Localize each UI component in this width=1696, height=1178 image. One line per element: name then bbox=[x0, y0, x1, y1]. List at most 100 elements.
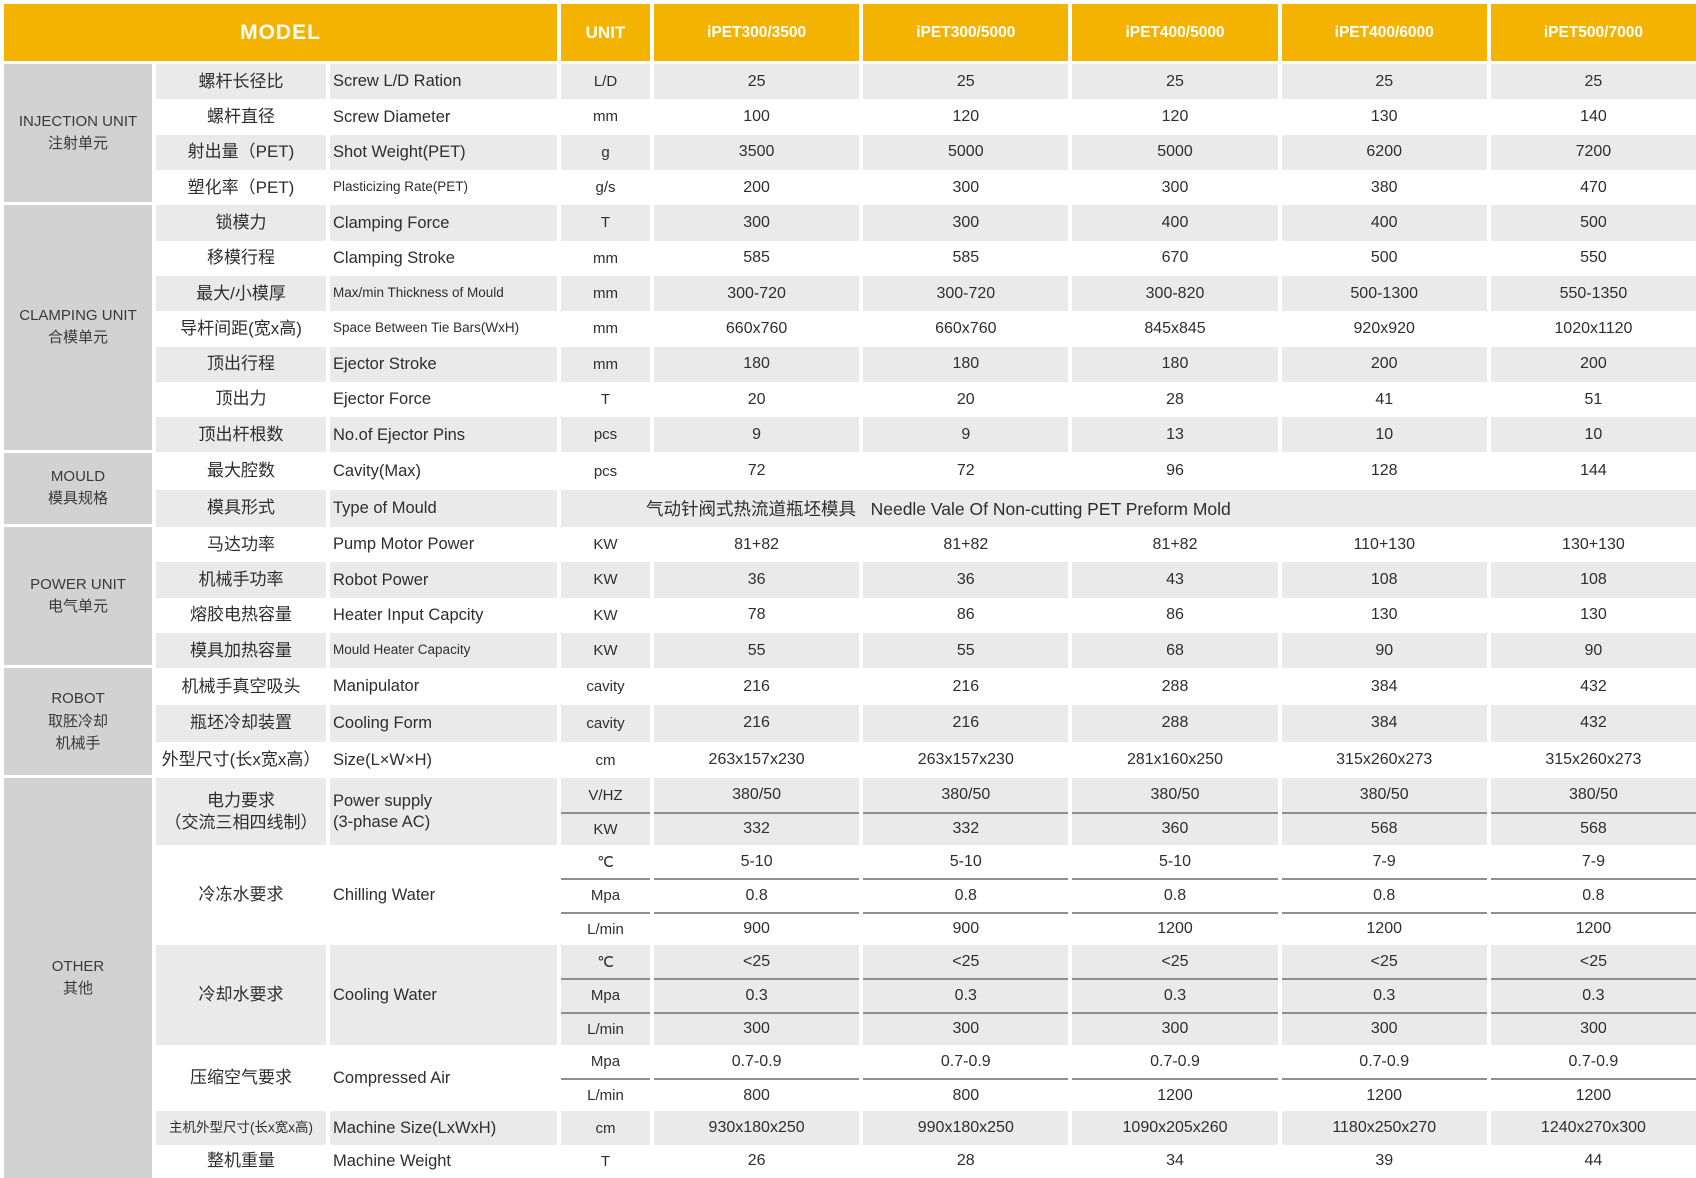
value-cell: 144 bbox=[1490, 452, 1696, 490]
value-cell: 384 bbox=[1281, 704, 1487, 742]
value-cell: 200 bbox=[654, 169, 860, 206]
value-cell: 100 bbox=[654, 99, 860, 135]
section-rows: 机械手真空吸头 Manipulator cavity 216 216 288 384 432 瓶… bbox=[156, 668, 1696, 779]
value-cell: 180 bbox=[1072, 346, 1278, 382]
value-cell: 130 bbox=[1490, 597, 1696, 633]
value-cell: 568 bbox=[1490, 811, 1696, 846]
value-cell: 68 bbox=[1072, 632, 1278, 669]
value-cell: 72 bbox=[654, 452, 860, 490]
value-cell: 380/50 bbox=[654, 778, 860, 812]
value-cell: 140 bbox=[1490, 99, 1696, 135]
value-cell: <25 bbox=[1072, 944, 1278, 979]
value-cell: 0.8 bbox=[654, 878, 860, 912]
value-cell: 90 bbox=[1490, 632, 1696, 669]
value-cell: 25 bbox=[654, 64, 860, 100]
param-name-zh: 螺杆直径 bbox=[156, 99, 326, 135]
value-cell: 0.7-0.9 bbox=[654, 1044, 860, 1079]
param-name-zh: 塑化率（PET) bbox=[156, 169, 326, 206]
value-cell: 400 bbox=[1281, 205, 1487, 241]
table-row: 移模行程 Clamping Stroke mm 585 585 670 500 550 bbox=[156, 240, 1696, 276]
table-row: 最大/小模厚 Max/min Thickness of Mould mm 300-72… bbox=[156, 275, 1696, 312]
section-rows: 螺杆长径比 Screw L/D Ration L/D 25 25 25 25 25 螺杆直径 Sc… bbox=[156, 64, 1696, 206]
param-name-zh: 冷却水要求 bbox=[156, 944, 326, 1045]
group-label: ROBOT 取胚冷却 机械手 bbox=[4, 668, 152, 776]
param-name-zh: 马达功率 bbox=[156, 526, 326, 563]
value-cell: 0.3 bbox=[863, 978, 1069, 1012]
table-subrow: V/HZ 380/50 380/50 380/50 380/50 380/50 bbox=[561, 778, 1696, 812]
sub-rows: V/HZ 380/50 380/50 380/50 380/50 380/50 KW 332 3… bbox=[561, 778, 1696, 846]
group-label: MOULD 模具规格 bbox=[4, 452, 152, 524]
param-name-en: Type of Mould bbox=[330, 489, 557, 527]
value-cell: 300 bbox=[863, 169, 1069, 206]
unit-cell: L/D bbox=[561, 64, 650, 100]
param-name-en: Power supply (3-phase AC) bbox=[330, 778, 557, 846]
param-name-en: Plasticizing Rate(PET) bbox=[330, 169, 557, 206]
value-cell: 990x180x250 bbox=[863, 1111, 1069, 1145]
table-subrow: L/min 300 300 300 300 300 bbox=[561, 1011, 1696, 1045]
value-cell: 0.3 bbox=[1490, 978, 1696, 1012]
table-row-group: 电力要求 （交流三相四线制） Power supply (3-phase AC) V… bbox=[156, 778, 1696, 846]
value-cell: 380/50 bbox=[1281, 778, 1487, 812]
value-cell: 0.8 bbox=[863, 878, 1069, 912]
value-cell: 128 bbox=[1281, 452, 1487, 490]
value-cell: 1020x1120 bbox=[1490, 311, 1696, 347]
param-name-en: Ejector Force bbox=[330, 381, 557, 418]
value-cell: 26 bbox=[654, 1144, 860, 1178]
model-column-header: iPET400/5000 bbox=[1072, 4, 1278, 61]
unit-cell: KW bbox=[561, 526, 650, 563]
param-name-en: Manipulator bbox=[330, 668, 557, 705]
param-name-zh: 熔胶电热容量 bbox=[156, 597, 326, 633]
value-cell: 20 bbox=[863, 381, 1069, 418]
unit-cell: mm bbox=[561, 275, 650, 312]
value-cell: 800 bbox=[654, 1078, 860, 1112]
value-cell: 550 bbox=[1490, 240, 1696, 276]
value-cell: 216 bbox=[654, 668, 860, 705]
table-header: MODEL UNIT iPET300/3500 iPET300/5000 iPET4… bbox=[4, 4, 1696, 61]
param-name-en: Mould Heater Capacity bbox=[330, 632, 557, 669]
param-name-en: Screw Diameter bbox=[330, 99, 557, 135]
value-cell: 500 bbox=[1490, 205, 1696, 241]
unit-cell: Mpa bbox=[561, 978, 650, 1012]
value-cell: 120 bbox=[863, 99, 1069, 135]
value-cell: 72 bbox=[863, 452, 1069, 490]
value-cell: 263x157x230 bbox=[863, 741, 1069, 779]
value-cell: 300-820 bbox=[1072, 275, 1278, 312]
value-cell: 0.3 bbox=[1072, 978, 1278, 1012]
value-cell: 660x760 bbox=[654, 311, 860, 347]
param-name-zh: 整机重量 bbox=[156, 1144, 326, 1178]
param-name-en: Clamping Force bbox=[330, 205, 557, 241]
value-cell: 81+82 bbox=[654, 526, 860, 563]
table-row: 马达功率 Pump Motor Power KW 81+82 81+82 81+82 110… bbox=[156, 526, 1696, 563]
value-cell: 51 bbox=[1490, 381, 1696, 418]
param-name-zh: 螺杆长径比 bbox=[156, 64, 326, 100]
value-cell: 470 bbox=[1490, 169, 1696, 206]
param-name-zh: 锁模力 bbox=[156, 205, 326, 241]
model-column-header: iPET300/3500 bbox=[654, 4, 860, 61]
unit-cell: cavity bbox=[561, 668, 650, 705]
param-name-zh: 射出量（PET) bbox=[156, 134, 326, 170]
param-name-zh: 外型尺寸(长x宽x高） bbox=[156, 741, 326, 779]
value-cell: 1240x270x300 bbox=[1490, 1111, 1696, 1145]
param-name-en: Pump Motor Power bbox=[330, 526, 557, 563]
table-row: 顶出行程 Ejector Stroke mm 180 180 180 200 200 bbox=[156, 346, 1696, 382]
value-cell: 130 bbox=[1281, 597, 1487, 633]
value-cell: 288 bbox=[1072, 668, 1278, 705]
value-cell: 315x260x273 bbox=[1490, 741, 1696, 779]
value-cell: 0.8 bbox=[1281, 878, 1487, 912]
value-cell: <25 bbox=[654, 944, 860, 979]
param-name-zh: 压缩空气要求 bbox=[156, 1044, 326, 1112]
value-cell: 315x260x273 bbox=[1281, 741, 1487, 779]
table-row: 机械手功率 Robot Power KW 36 36 43 108 108 bbox=[156, 562, 1696, 598]
unit-cell: T bbox=[561, 1144, 650, 1178]
value-cell: 108 bbox=[1490, 562, 1696, 598]
value-cell: 28 bbox=[1072, 381, 1278, 418]
table-subrow: L/min 900 900 1200 1200 1200 bbox=[561, 911, 1696, 945]
table-subrow: ℃ <25 <25 <25 <25 <25 bbox=[561, 944, 1696, 979]
value-cell: 28 bbox=[863, 1144, 1069, 1178]
value-cell: 0.8 bbox=[1072, 878, 1278, 912]
value-cell: 43 bbox=[1072, 562, 1278, 598]
value-cell: 180 bbox=[654, 346, 860, 382]
section-rows: 马达功率 Pump Motor Power KW 81+82 81+82 81+82 110… bbox=[156, 526, 1696, 669]
param-name-zh: 最大/小模厚 bbox=[156, 275, 326, 312]
